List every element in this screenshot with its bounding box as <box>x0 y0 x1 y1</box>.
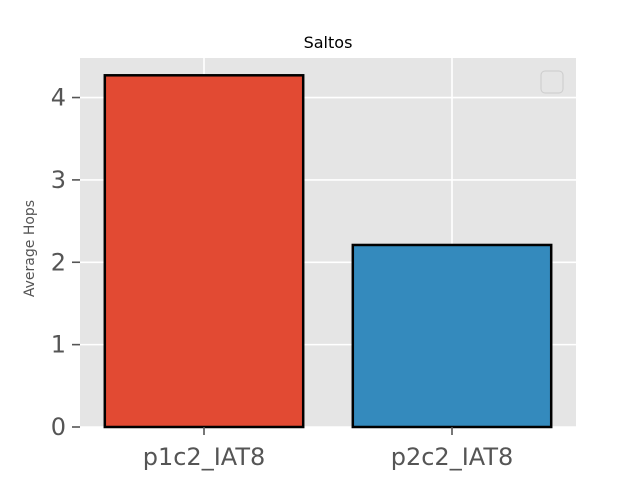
y-axis-label: Average Hops <box>22 200 38 297</box>
y-tick-label: 4 <box>51 84 66 112</box>
y-tick-label: 1 <box>51 331 66 359</box>
legend <box>540 70 564 94</box>
x-tick-label: p1c2_IAT8 <box>143 443 266 471</box>
bar-p1c2_IAT8 <box>103 74 305 429</box>
bars <box>103 74 553 429</box>
y-tick-label: 2 <box>51 248 66 276</box>
y-tick-label: 0 <box>51 413 66 441</box>
x-tick-label: p2c2_IAT8 <box>391 443 514 471</box>
y-tick-label: 3 <box>51 166 66 194</box>
chart-title: Saltos <box>304 33 353 52</box>
axes: 0 1 2 3 4 p1c2_IAT8 p2c2_IAT8 <box>51 84 514 471</box>
bar-p2c2_IAT8 <box>351 243 553 429</box>
